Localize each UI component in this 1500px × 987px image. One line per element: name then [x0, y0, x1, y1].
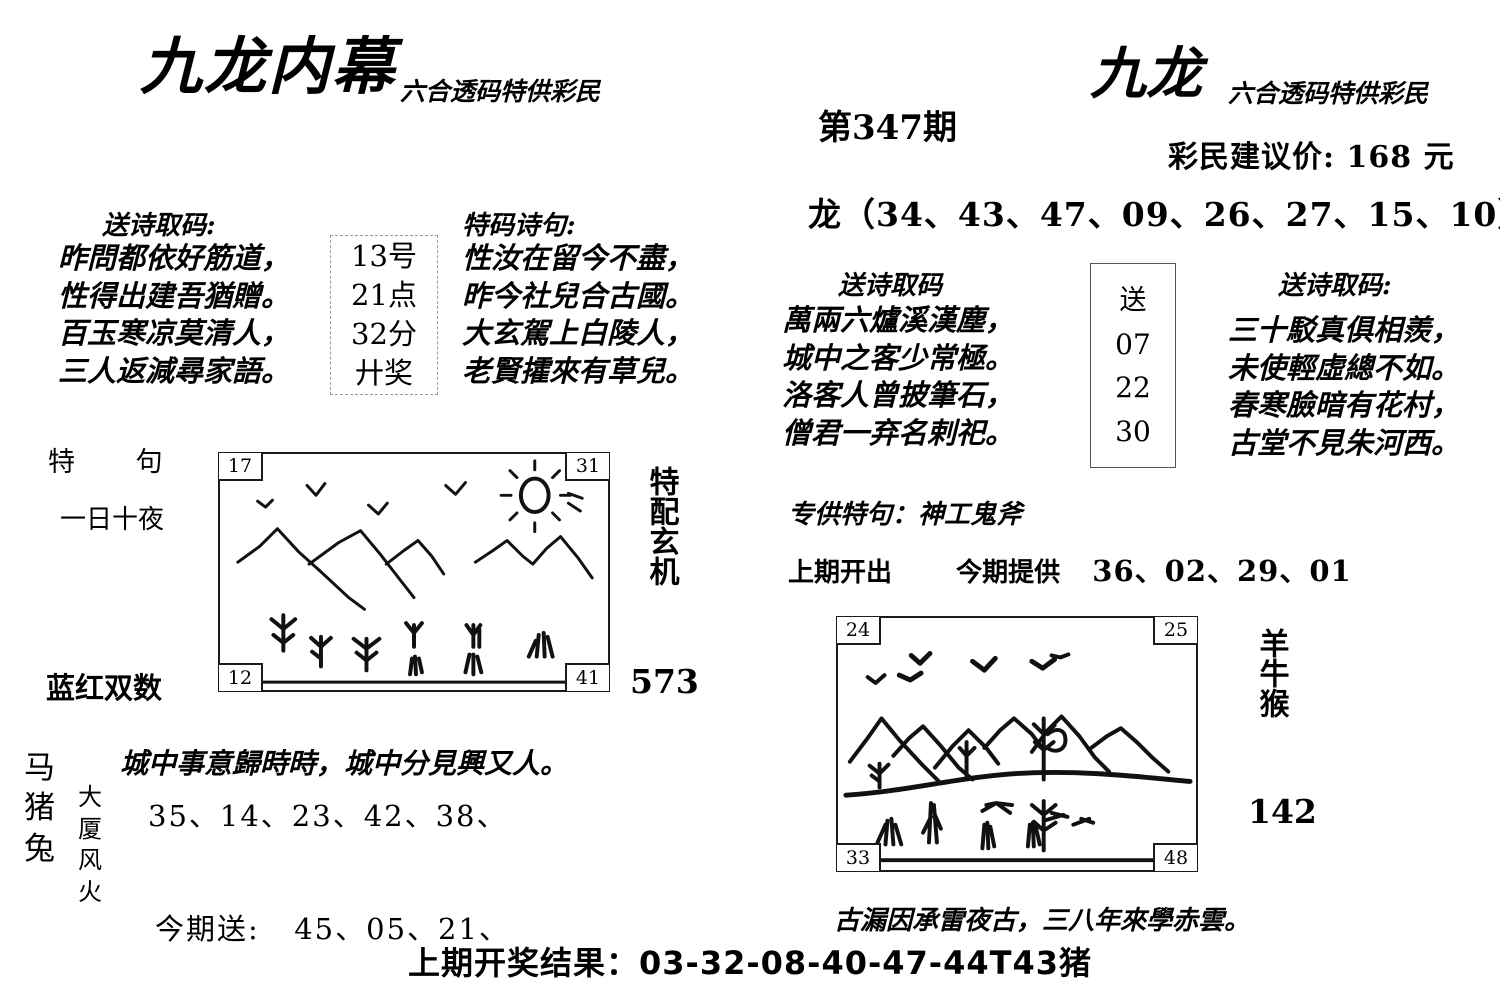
send-box-number: 22 — [1115, 371, 1151, 405]
right-illustration-frame: 24 25 33 48 — [836, 616, 1198, 872]
brand-subtitle-right: 六合透码特供彩民 — [1228, 79, 1429, 108]
left-figure-teju-label: 特 句 — [48, 447, 189, 478]
corner-number-bottom-right: 48 — [1153, 843, 1197, 871]
poem-line: 城中之客少常極。 — [782, 340, 1015, 375]
left-this-issue-row: 今期送: 45、05、21、 — [155, 906, 510, 948]
poem-line: 昨問都依好筋道， — [58, 241, 291, 275]
zodiac-number-range: 龙（34、43、47、09、26、27、15、10）鸡 — [808, 195, 1500, 234]
suggested-price: 彩民建议价: 168 元 — [1168, 140, 1455, 175]
code-box-line: 32分 — [351, 317, 417, 351]
left-poem1-body: 昨問都依好筋道， 性得出建吾猶贈。 百玉寒凉莫清人， 三人返減尋家語。 — [58, 240, 290, 391]
poem-line: 性得出建吾猶贈。 — [58, 278, 291, 313]
left-figure-side-number: 573 — [630, 662, 699, 701]
left-bottom-numbers: 35、14、23、42、38、 — [148, 799, 508, 833]
poem-line: 大玄駕上白陵人， — [462, 316, 695, 351]
left-zodiac-column: 马 猪 兔 — [24, 748, 55, 869]
current-issue-label: 今期提供 — [956, 558, 1061, 588]
send-box-number: 30 — [1115, 414, 1151, 448]
left-bottom-sentence: 城中事意歸時時，城中分見興又人。 — [120, 747, 569, 780]
poem-line: 百玉寒凉莫清人， — [58, 316, 291, 351]
right-poem2-title: 送诗取码: — [1278, 271, 1392, 301]
previous-draw-result: 上期开奖结果：03-32-08-40-47-44T43猪 — [408, 944, 1092, 982]
send-box-number: 07 — [1115, 328, 1151, 361]
left-figure-labels: 特 句 一日十夜 — [30, 440, 200, 536]
poem-line: 三十駁真俱相羨， — [1228, 313, 1461, 347]
zodiac-item: 猪 — [24, 790, 55, 827]
left-figure-vertical-label: 特配玄机 — [643, 466, 679, 586]
code-box-line: 13号 — [351, 239, 417, 274]
corner-number-top-left: 24 — [837, 617, 881, 645]
left-element-column: 大 厦 风 火 — [78, 782, 102, 909]
poem-line: 性汝在留今不盡， — [462, 241, 695, 275]
corner-number-top-left: 17 — [219, 453, 263, 481]
left-poem1-title: 送诗取码: — [102, 211, 216, 241]
send-number-box: 送 07 22 30 — [1090, 263, 1176, 468]
this-issue-numbers: 45、05、21、 — [294, 912, 510, 946]
previous-issue-label: 上期开出 — [788, 558, 893, 588]
corner-number-top-right: 25 — [1153, 617, 1197, 645]
poem-line: 三人返減尋家語。 — [58, 354, 291, 389]
element-item: 火 — [78, 878, 102, 907]
current-issue-numbers: 36、02、29、01 — [1092, 554, 1352, 588]
send-box-head: 送 — [1119, 285, 1147, 316]
brand-subtitle-left: 六合透码特供彩民 — [400, 77, 601, 106]
poem-line: 未使輕虛總不如。 — [1228, 350, 1461, 385]
poem-line: 春寒臉暗有花村， — [1228, 388, 1461, 423]
poem-line: 洛客人曾披筆石， — [782, 378, 1015, 413]
poem-line: 萬兩六爐溪漢塵， — [782, 303, 1015, 337]
right-landscape-sketch — [838, 650, 1196, 863]
corner-number-top-right: 31 — [565, 453, 609, 481]
brand-title-left: 九龙内幕 — [140, 30, 397, 103]
code-box-line: 21点 — [351, 278, 417, 313]
this-issue-label: 今期送: — [155, 912, 260, 946]
poem-line: 昨今社兒合古國。 — [462, 278, 695, 313]
element-item: 大 — [78, 783, 102, 811]
corner-number-bottom-left: 33 — [837, 843, 881, 871]
issue-number: 第347期 — [818, 108, 957, 148]
right-bottom-sentence: 古漏因承雷夜古，三八年來學赤雲。 — [834, 906, 1251, 936]
code-box: 13号 21点 32分 廾奖 — [330, 235, 438, 395]
right-poem1-title: 送诗取码 — [838, 271, 943, 301]
left-poem2-body: 性汝在留今不盡， 昨今社兒合古國。 大玄駕上白陵人， 老賢攉來有草兒。 — [462, 240, 694, 391]
right-poem2-body: 三十駁真俱相羨， 未使輕虛總不如。 春寒臉暗有花村， 古堂不見朱河西。 — [1228, 312, 1460, 463]
left-poem2-title: 特码诗句: — [462, 211, 576, 241]
special-sentence: 专供特句：神工鬼斧 — [788, 500, 1023, 530]
left-illustration-frame: 17 31 12 41 — [218, 452, 610, 692]
right-figure-vertical-label: 羊牛猴 — [1253, 628, 1289, 718]
right-poem1-body: 萬兩六爐溪漢塵， 城中之客少常極。 洛客人曾披筆石， 僧君一弃名剌祀。 — [782, 302, 1014, 453]
code-box-line: 廾奖 — [354, 355, 413, 390]
element-item: 厦 — [78, 814, 102, 843]
left-figure-sub-label: 一日十夜 — [60, 505, 165, 535]
previous-and-current-row: 上期开出 今期提供 36、02、29、01 — [788, 548, 1352, 590]
corner-number-bottom-left: 12 — [219, 663, 263, 691]
zodiac-item: 马 — [24, 750, 55, 786]
poem-line: 僧君一弃名剌祀。 — [782, 416, 1015, 451]
zodiac-item: 兔 — [24, 830, 55, 867]
corner-number-bottom-right: 41 — [565, 663, 609, 691]
left-figure-bottom-label: 蓝红双数 — [46, 671, 163, 705]
element-item: 风 — [78, 846, 102, 875]
brand-title-right: 九龙 — [1090, 41, 1202, 107]
poem-line: 古堂不見朱河西。 — [1228, 426, 1461, 461]
poem-line: 老賢攉來有草兒。 — [462, 354, 695, 389]
left-landscape-sketch — [220, 459, 608, 684]
right-figure-side-number: 142 — [1248, 792, 1317, 831]
